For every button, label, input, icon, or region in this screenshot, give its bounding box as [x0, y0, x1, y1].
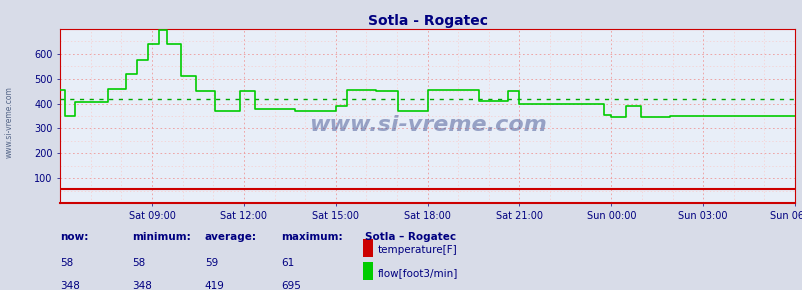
- Text: 59: 59: [205, 258, 218, 268]
- Text: www.si-vreme.com: www.si-vreme.com: [5, 86, 14, 158]
- Text: temperature[F]: temperature[F]: [377, 245, 456, 255]
- Text: 58: 58: [132, 258, 146, 268]
- Title: Sotla - Rogatec: Sotla - Rogatec: [367, 14, 487, 28]
- Text: average:: average:: [205, 232, 257, 242]
- Text: 348: 348: [132, 281, 152, 290]
- Text: Sotla – Rogatec: Sotla – Rogatec: [365, 232, 456, 242]
- Text: 61: 61: [281, 258, 294, 268]
- Text: flow[foot3/min]: flow[foot3/min]: [377, 268, 457, 278]
- Text: 348: 348: [60, 281, 80, 290]
- Text: minimum:: minimum:: [132, 232, 191, 242]
- Text: 58: 58: [60, 258, 74, 268]
- Text: now:: now:: [60, 232, 88, 242]
- Text: 695: 695: [281, 281, 301, 290]
- Text: maximum:: maximum:: [281, 232, 342, 242]
- Text: www.si-vreme.com: www.si-vreme.com: [308, 115, 546, 135]
- Text: 419: 419: [205, 281, 225, 290]
